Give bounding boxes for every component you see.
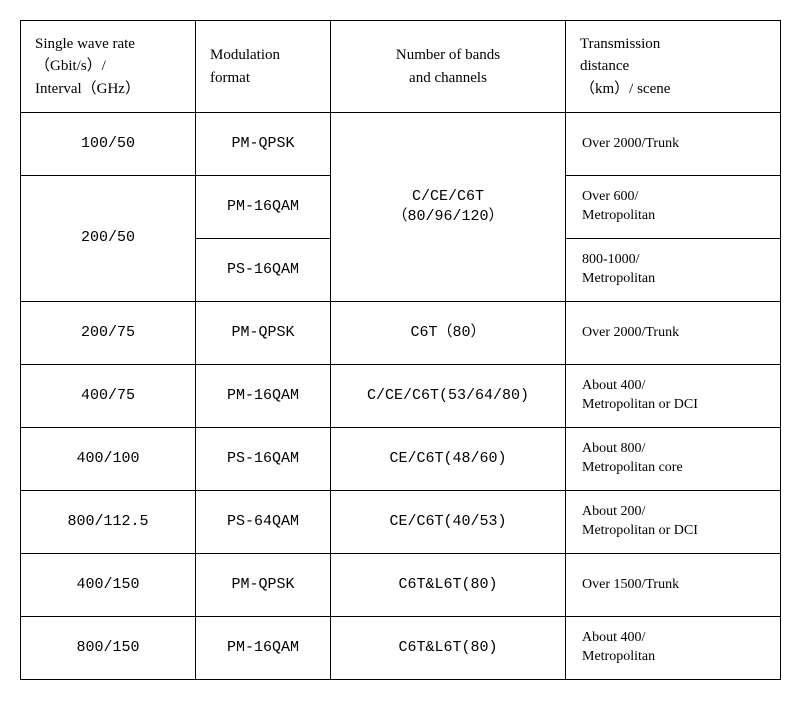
- rate-cell: 400/150: [21, 554, 196, 617]
- band-cell: CE/C6T(40/53): [331, 491, 566, 554]
- dist-cell: Over 2000/Trunk: [566, 302, 781, 365]
- band-cell: C6T&L6T(80): [331, 617, 566, 680]
- band-text: C/CE/C6T: [412, 188, 484, 205]
- dist-text: 800-1000/: [582, 252, 640, 267]
- header-text: Interval（GHz）: [35, 81, 140, 97]
- dist-text: Metropolitan: [582, 649, 655, 664]
- header-text: （km）/ scene: [580, 81, 670, 97]
- band-cell: C6T（80）: [331, 302, 566, 365]
- mod-cell: PM-QPSK: [196, 302, 331, 365]
- band-cell: C6T&L6T(80): [331, 554, 566, 617]
- header-text: distance: [580, 58, 629, 74]
- table-row: 800/112.5 PS-64QAM CE/C6T(40/53) About 2…: [21, 491, 781, 554]
- header-text: （Gbit/s）/: [35, 58, 106, 74]
- table-row: 200/75 PM-QPSK C6T（80） Over 2000/Trunk: [21, 302, 781, 365]
- header-text: Modulation: [210, 47, 280, 63]
- mod-cell: PM-QPSK: [196, 554, 331, 617]
- dist-text: Over 600/: [582, 189, 638, 204]
- rate-cell: 800/112.5: [21, 491, 196, 554]
- rate-cell: 100/50: [21, 113, 196, 176]
- header-text: Transmission: [580, 36, 660, 52]
- band-cell: C/CE/C6T(53/64/80): [331, 365, 566, 428]
- mod-cell: PM-16QAM: [196, 176, 331, 239]
- dist-text: About 800/: [582, 441, 645, 456]
- dist-text: About 400/: [582, 378, 645, 393]
- header-text: Single wave rate: [35, 36, 135, 52]
- dist-text: Metropolitan: [582, 271, 655, 286]
- col-header-rate: Single wave rate （Gbit/s）/ Interval（GHz）: [21, 21, 196, 113]
- rate-cell: 200/50: [21, 176, 196, 302]
- rate-cell: 800/150: [21, 617, 196, 680]
- dist-cell: Over 1500/Trunk: [566, 554, 781, 617]
- table-row: 800/150 PM-16QAM C6T&L6T(80) About 400/ …: [21, 617, 781, 680]
- dist-cell: About 400/ Metropolitan or DCI: [566, 365, 781, 428]
- header-text: format: [210, 70, 250, 86]
- table-container: Single wave rate （Gbit/s）/ Interval（GHz）…: [20, 20, 780, 680]
- dist-cell: About 200/ Metropolitan or DCI: [566, 491, 781, 554]
- dist-text: Metropolitan or DCI: [582, 523, 698, 538]
- mod-cell: PS-16QAM: [196, 239, 331, 302]
- band-text: （80/96/120）: [392, 208, 503, 225]
- header-row: Single wave rate （Gbit/s）/ Interval（GHz）…: [21, 21, 781, 113]
- dist-text: Metropolitan or DCI: [582, 397, 698, 412]
- dist-text: Metropolitan: [582, 208, 655, 223]
- band-cell-merged: C/CE/C6T （80/96/120）: [331, 113, 566, 302]
- dist-text: About 400/: [582, 630, 645, 645]
- table-row: 100/50 PM-QPSK C/CE/C6T （80/96/120） Over…: [21, 113, 781, 176]
- col-header-bands: Number of bands and channels: [331, 21, 566, 113]
- modulation-table: Single wave rate （Gbit/s）/ Interval（GHz）…: [20, 20, 781, 680]
- table-row: 400/150 PM-QPSK C6T&L6T(80) Over 1500/Tr…: [21, 554, 781, 617]
- mod-cell: PS-16QAM: [196, 428, 331, 491]
- mod-cell: PS-64QAM: [196, 491, 331, 554]
- rate-cell: 400/100: [21, 428, 196, 491]
- table-row: 400/100 PS-16QAM CE/C6T(48/60) About 800…: [21, 428, 781, 491]
- band-cell: CE/C6T(48/60): [331, 428, 566, 491]
- col-header-distance: Transmission distance （km）/ scene: [566, 21, 781, 113]
- table-row: 400/75 PM-16QAM C/CE/C6T(53/64/80) About…: [21, 365, 781, 428]
- dist-cell: About 800/ Metropolitan core: [566, 428, 781, 491]
- dist-cell: Over 600/ Metropolitan: [566, 176, 781, 239]
- dist-cell: About 400/ Metropolitan: [566, 617, 781, 680]
- mod-cell: PM-16QAM: [196, 617, 331, 680]
- mod-cell: PM-QPSK: [196, 113, 331, 176]
- rate-cell: 400/75: [21, 365, 196, 428]
- mod-cell: PM-16QAM: [196, 365, 331, 428]
- header-text: Number of bands: [396, 47, 500, 63]
- dist-cell: Over 2000/Trunk: [566, 113, 781, 176]
- dist-text: Metropolitan core: [582, 460, 683, 475]
- dist-cell: 800-1000/ Metropolitan: [566, 239, 781, 302]
- col-header-modulation: Modulation format: [196, 21, 331, 113]
- header-text: and channels: [409, 70, 487, 86]
- dist-text: About 200/: [582, 504, 645, 519]
- rate-cell: 200/75: [21, 302, 196, 365]
